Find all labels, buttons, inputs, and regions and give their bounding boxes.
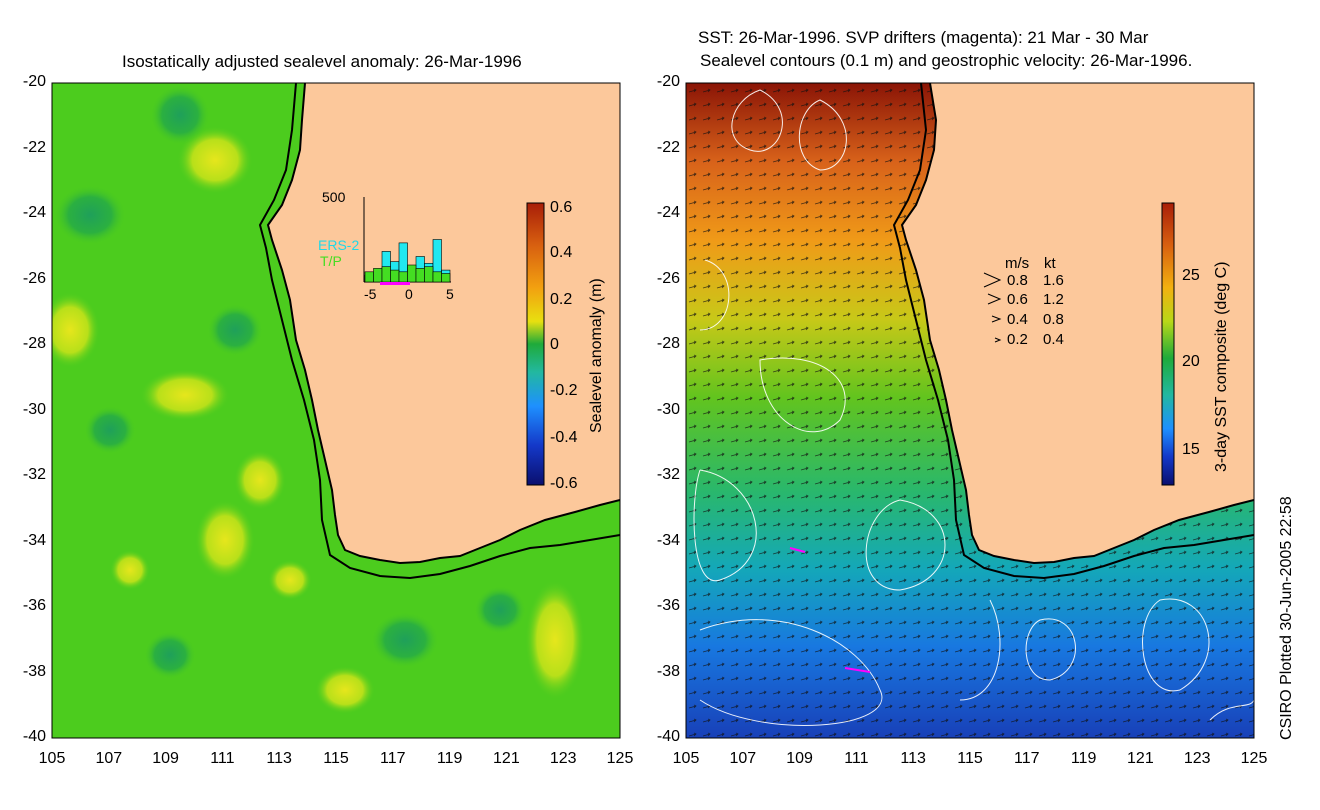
sst-colorbar-tick: 20 [1182,353,1200,370]
sealevel-colorbar-tick: 0 [550,336,559,353]
velocity-legend-ms: 0.6 [1007,291,1028,308]
right-x-tick: 117 [1014,750,1040,767]
right-x-tick: 121 [1127,750,1154,767]
left-x-tick: 105 [38,750,66,767]
velocity-legend-ms: 0.8 [1007,272,1028,289]
sst-colorbar-label: 3-day SST composite (deg C) [1213,261,1230,472]
histogram-bar-tp [441,273,451,283]
left-y-tick: -28 [22,335,46,352]
velocity-legend-kt: 0.4 [1043,331,1064,348]
sealevel-colorbar-tick: -0.4 [550,429,578,446]
left-x-tick: 125 [606,750,634,767]
left-x-tick: 107 [95,750,123,767]
left-y-tick: -20 [22,73,46,90]
histogram-xtick: 0 [405,286,413,302]
sst-colorbar [1161,202,1175,486]
velocity-legend-header-kt: kt [1044,255,1056,272]
right-y-tick: -22 [656,138,680,156]
left-y-tick: -22 [22,138,46,156]
left-y-tick: -32 [22,466,46,483]
sealevel-colorbar-tick: 0.2 [550,291,573,308]
left-y-tick: -34 [22,531,46,549]
right-y-tick: -30 [656,400,680,418]
right-x-tick: 105 [672,750,700,767]
sealevel-colorbar [526,202,545,486]
histogram-xtick: 5 [446,286,454,302]
right-map-title-line2: Sealevel contours (0.1 m) and geostrophi… [700,51,1193,70]
velocity-legend-arrows [983,272,1002,343]
histogram-bar-tp [407,264,417,283]
left-y-tick: -30 [22,400,46,418]
histogram-bar-tp [398,271,408,283]
histogram-xtick: -5 [364,286,377,302]
right-map-title-line1: SST: 26-Mar-1996. SVP drifters (magenta)… [698,28,1149,47]
right-y-tick: -28 [656,335,680,352]
right-x-tick: 119 [1070,750,1097,767]
right-y-tick: -40 [656,728,680,745]
histogram-bar-tp [373,268,383,283]
left-y-tick: -36 [22,597,46,614]
histogram-bar-tp [390,269,400,283]
right-map-frame [685,82,1255,739]
left-y-tick: -24 [22,204,46,221]
velocity-legend-kt: 1.2 [1043,291,1064,308]
histogram-bar-tp [432,271,442,283]
histogram-bar-tp [424,266,434,283]
left-map-title: Isostatically adjusted sealevel anomaly:… [122,52,522,71]
sealevel-colorbar-tick: 0.4 [550,244,573,261]
right-y-tick: -36 [656,597,680,614]
right-x-tick: 107 [729,750,757,767]
right-y-tick: -32 [656,466,680,483]
velocity-legend-ms: 0.2 [1007,331,1028,348]
left-map-frame [51,82,621,739]
right-x-tick: 109 [786,750,813,767]
left-y-tick: -40 [22,728,46,745]
left-y-tick: -38 [22,662,46,680]
sealevel-colorbar-tick: -0.6 [550,475,578,492]
sealevel-colorbar-tick: 0.6 [550,199,573,216]
histogram-inset [363,197,451,285]
left-x-tick: 119 [436,750,463,767]
right-x-tick: 115 [957,750,983,767]
velocity-legend-ms: 0.4 [1007,311,1028,328]
right-x-tick: 113 [900,750,926,767]
right-y-tick: -24 [656,204,680,221]
sst-colorbar-tick: 25 [1182,267,1200,284]
credit-label: CSIRO Plotted 30-Jun-2005 22:58 [1278,496,1295,740]
sealevel-colorbar-label: Sealevel anomaly (m) [588,278,605,433]
sst-colorbar-tick: 15 [1182,441,1200,458]
left-y-tick: -26 [22,269,46,287]
left-x-tick: 117 [380,750,406,767]
histogram-bar-tp [381,266,391,283]
left-x-tick: 111 [210,750,235,767]
histogram-bar-tp [415,268,425,283]
right-x-tick: 123 [1183,750,1211,767]
left-x-tick: 115 [323,750,349,767]
velocity-legend-header-ms: m/s [1005,255,1030,272]
velocity-legend-kt: 1.6 [1043,272,1064,289]
left-map [52,83,620,738]
histogram-legend-ers2: ERS-2 [318,237,360,253]
velocity-legend-kt: 0.8 [1043,311,1064,328]
left-x-tick: 113 [266,750,292,767]
right-y-tick: -26 [656,269,680,287]
histogram-ymax-label: 500 [322,189,346,205]
right-y-tick: -20 [656,73,680,90]
sealevel-colorbar-tick: -0.2 [550,382,578,399]
right-y-tick: -38 [656,662,680,680]
left-x-tick: 109 [152,750,179,767]
right-x-tick: 125 [1240,750,1268,767]
right-x-tick: 111 [844,750,869,767]
left-x-tick: 121 [493,750,520,767]
histogram-legend-tp: T/P [320,253,342,269]
left-x-tick: 123 [549,750,577,767]
right-y-tick: -34 [656,531,680,549]
histogram-bar-tp [364,271,374,283]
